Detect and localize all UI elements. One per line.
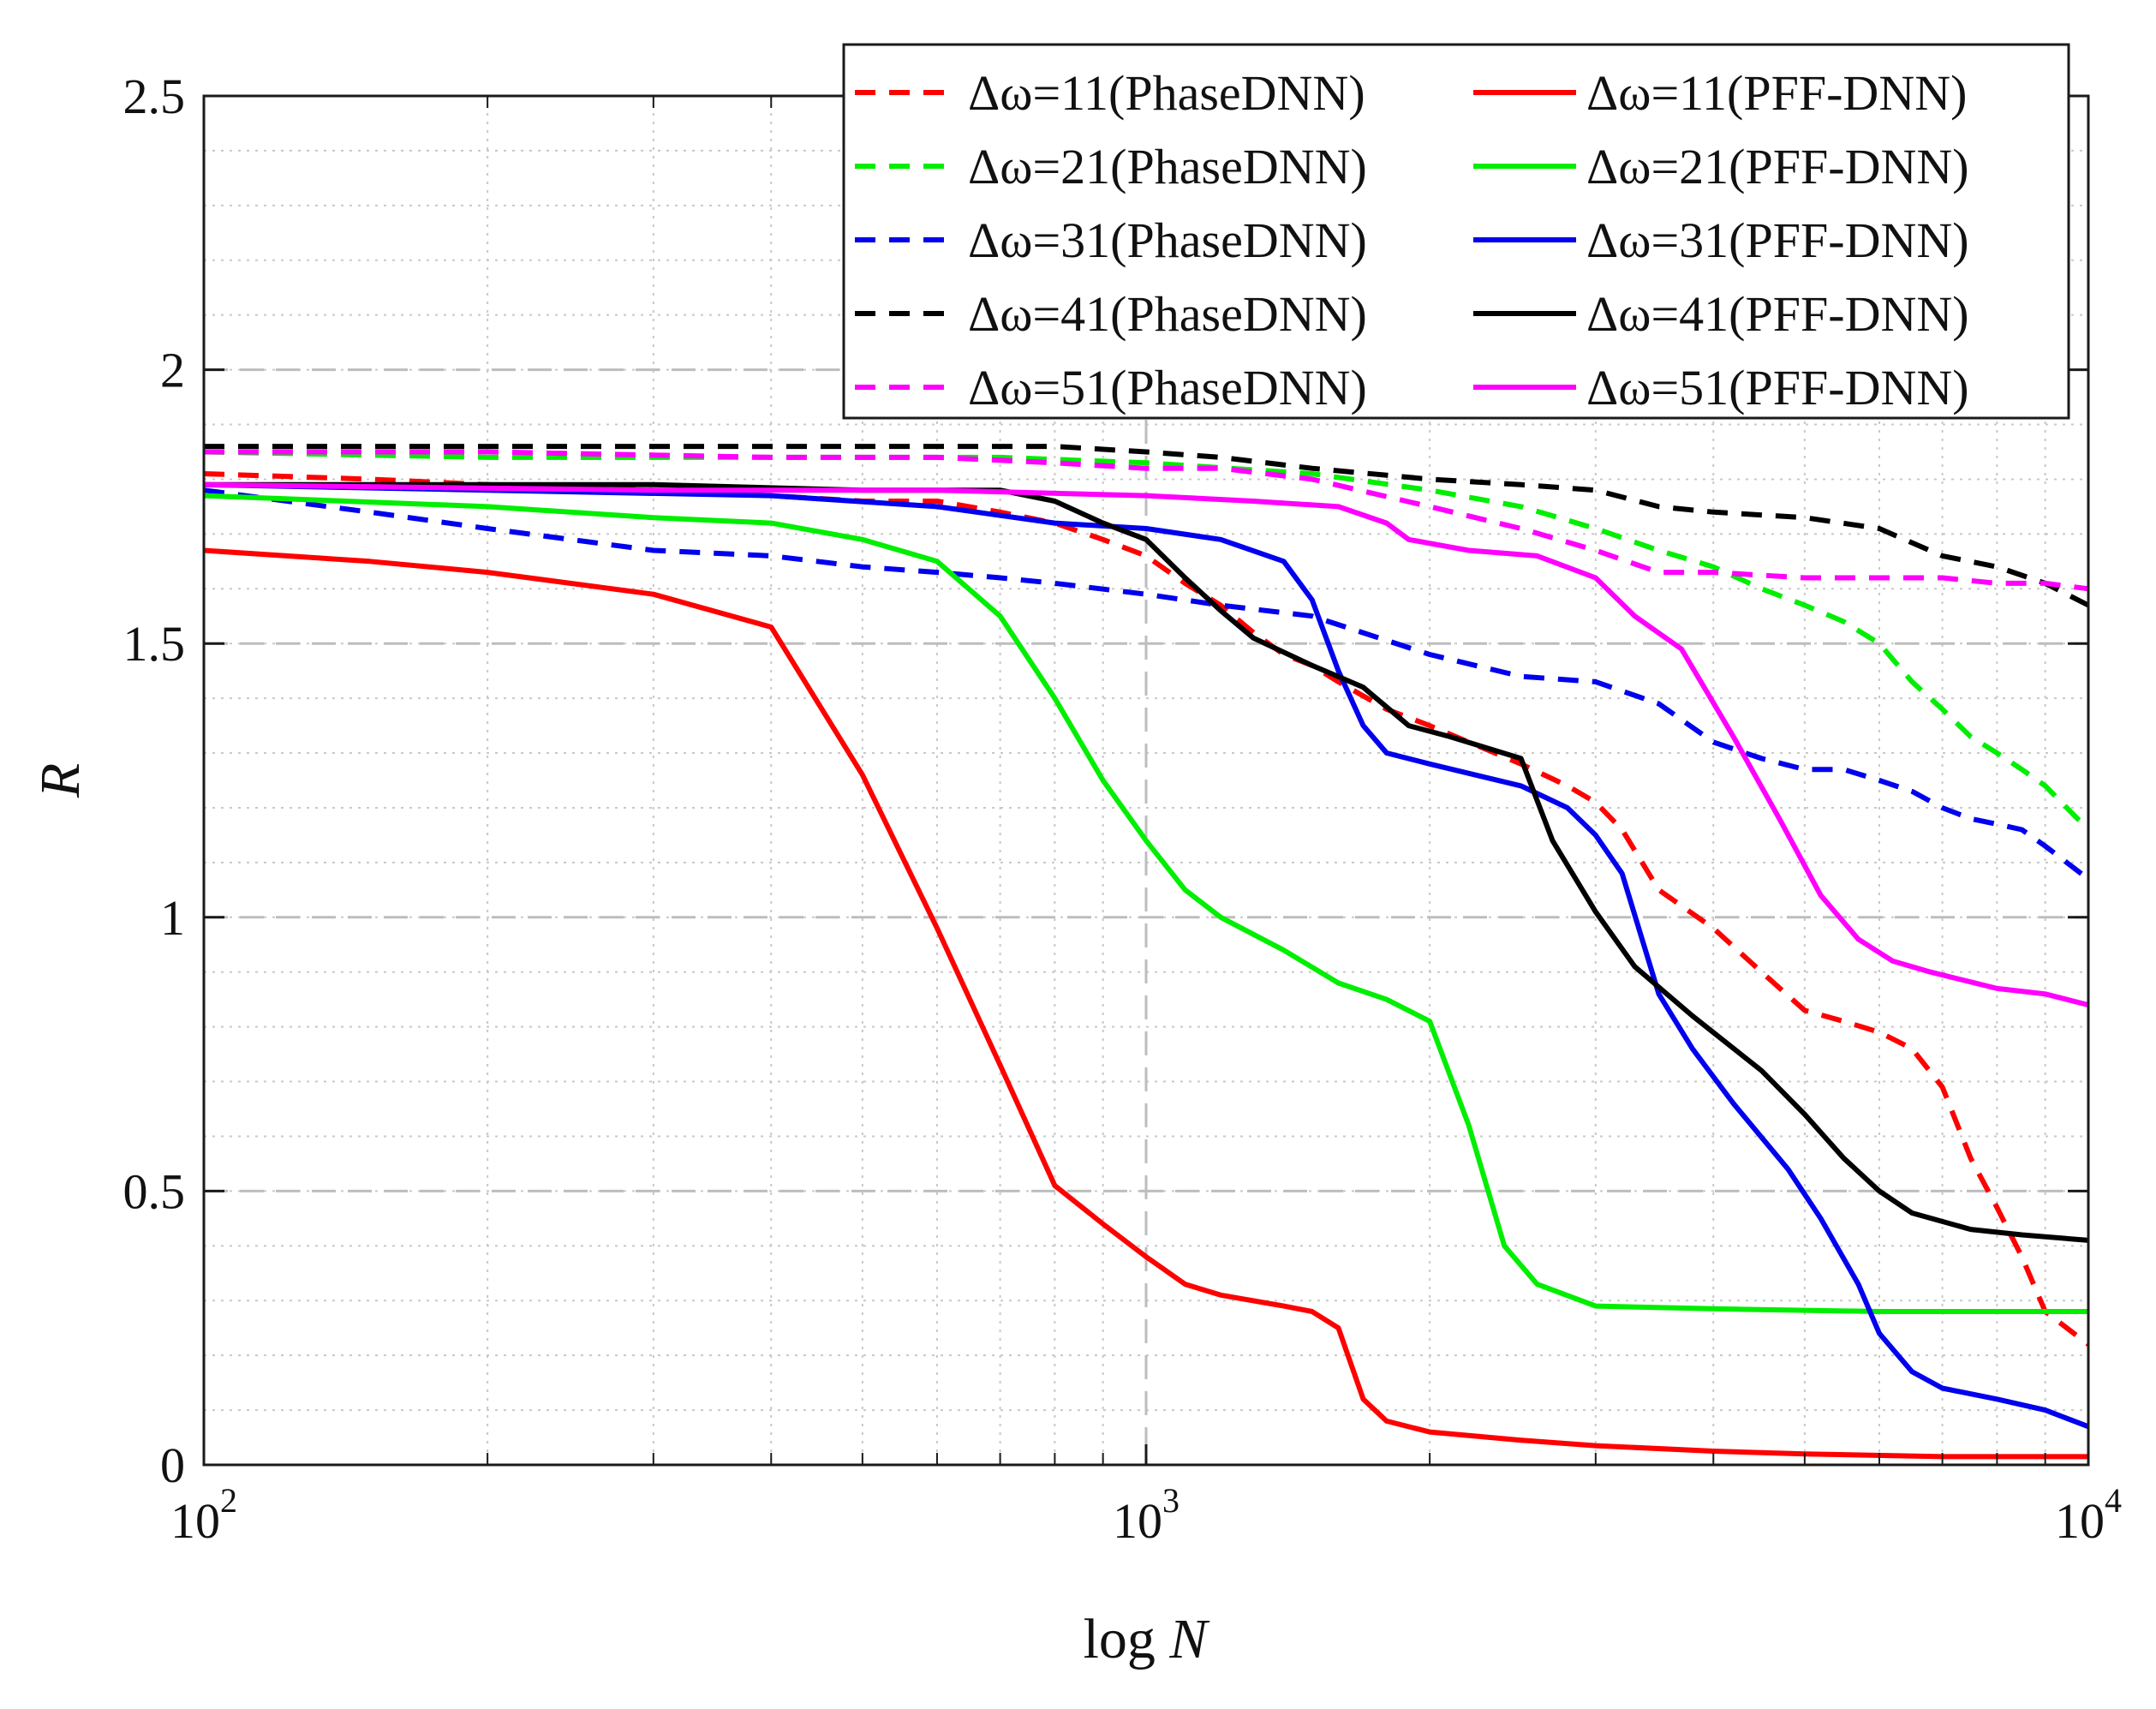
axis-ticks: 102 103 104 0 0.5 1 1.5 2 2.5	[123, 69, 2123, 1549]
y-axis-label: R	[29, 763, 92, 798]
legend-label: Δω=31(PFF-DNN)	[1586, 212, 1969, 268]
legend-label: Δω=51(PhaseDNN)	[968, 360, 1367, 415]
series-line	[203, 547, 2088, 1460]
y-tick-label: 2	[160, 343, 185, 398]
legend-label: Δω=51(PFF-DNN)	[1586, 360, 1969, 415]
series-group	[203, 444, 2091, 1460]
legend-label: Δω=21(PFF-DNN)	[1586, 139, 1969, 194]
legend: Δω=11(PhaseDNN) Δω=21(PhaseDNN) Δω=31(Phas…	[842, 43, 2070, 420]
x-axis-label: log N	[1084, 1608, 1211, 1670]
legend-label: Δω=11(PhaseDNN)	[968, 65, 1365, 121]
y-tick-label: 1.5	[123, 616, 186, 672]
x-tick-label: 104	[2055, 1481, 2122, 1549]
legend-label: Δω=21(PhaseDNN)	[968, 139, 1367, 194]
legend-label: Δω=41(PFF-DNN)	[1586, 286, 1969, 342]
y-tick-label: 2.5	[123, 69, 186, 124]
legend-label: Δω=11(PFF-DNN)	[1586, 65, 1967, 121]
series-line	[203, 493, 2088, 1314]
series-line	[203, 449, 2091, 832]
y-tick-label: 0	[160, 1437, 185, 1493]
series-line	[204, 449, 2089, 592]
y-tick-label: 1	[160, 890, 185, 946]
series-line	[203, 481, 2089, 1008]
legend-box	[842, 43, 2070, 420]
series-line	[203, 471, 2090, 1347]
series-line	[203, 487, 2090, 881]
legend-label: Δω=41(PhaseDNN)	[968, 286, 1367, 342]
legend-label: Δω=31(PhaseDNN)	[968, 212, 1367, 268]
series-line	[204, 444, 2090, 608]
x-tick-label: 103	[1113, 1481, 1180, 1549]
y-tick-label: 0.5	[123, 1163, 186, 1219]
x-tick-label: 102	[170, 1481, 237, 1549]
series-line	[204, 481, 2089, 1243]
